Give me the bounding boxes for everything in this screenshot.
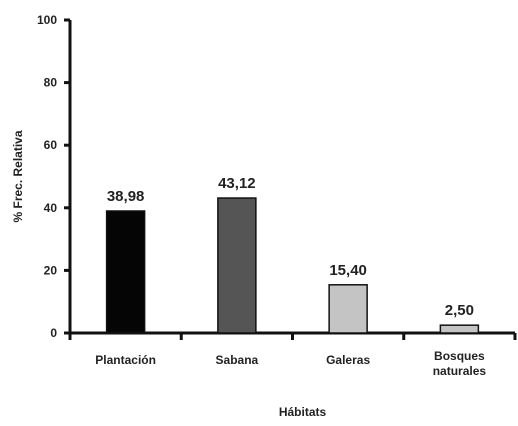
y-axis-title: % Frec. Relativa xyxy=(11,130,25,222)
y-axis: 0 20 40 60 80 100 xyxy=(37,13,72,340)
data-label: 43,12 xyxy=(218,175,256,192)
y-tick-label: 60 xyxy=(44,138,58,152)
y-tick-label: 0 xyxy=(50,326,57,340)
category-label: Plantación xyxy=(95,353,156,367)
data-label: 38,98 xyxy=(107,188,145,205)
bars xyxy=(105,197,480,334)
bar xyxy=(217,197,257,334)
bar xyxy=(328,284,368,334)
category-label: Galeras xyxy=(326,353,370,367)
data-label: 15,40 xyxy=(329,262,367,279)
data-labels: 38,98 43,12 15,40 2,50 xyxy=(107,175,474,319)
bar xyxy=(105,210,146,334)
y-tick-label: 40 xyxy=(44,201,58,215)
category-label: Bosques naturales xyxy=(433,349,487,378)
x-axis-title: Hábitats xyxy=(279,405,327,419)
data-label: 2,50 xyxy=(445,302,474,319)
y-tick-label: 20 xyxy=(44,263,58,277)
bar xyxy=(439,324,480,334)
x-axis xyxy=(68,331,517,340)
category-labels: Plantación Sabana Galeras Bosques naturales xyxy=(95,349,486,378)
y-tick-label: 80 xyxy=(44,76,58,90)
category-label: Sabana xyxy=(216,353,259,367)
y-tick-label: 100 xyxy=(37,13,57,27)
